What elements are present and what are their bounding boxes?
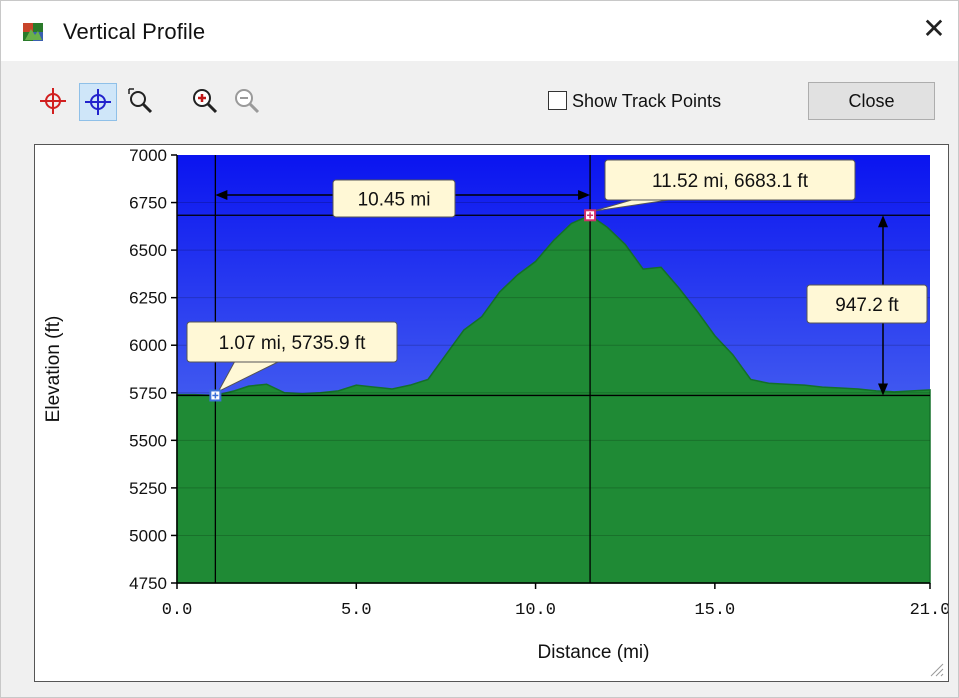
marker-a-callout: 1.07 mi, 5735.9 ft <box>186 321 398 393</box>
zoom-select-icon <box>128 88 153 114</box>
y-tick-label: 6500 <box>129 241 167 260</box>
y-tick-label: 6000 <box>129 336 167 355</box>
window-close-icon[interactable]: ✕ <box>922 13 946 44</box>
marker-b-callout-text: 11.52 mi, 6683.1 ft <box>652 171 809 192</box>
zoom-out-tool-button[interactable] <box>229 83 267 121</box>
elevation-arrowhead-top <box>878 215 888 228</box>
zoom-out-icon <box>235 89 260 114</box>
title-bar: Vertical Profile ✕ <box>1 1 958 61</box>
crosshair-blue-icon <box>85 89 111 115</box>
resize-grip-icon[interactable] <box>926 659 944 677</box>
show-track-points-label: Show Track Points <box>572 91 722 111</box>
y-tick-label: 5750 <box>129 384 167 403</box>
marker-a-callout-text: 1.07 mi, 5735.9 ft <box>219 333 367 354</box>
x-tick-label: 10.0 <box>515 601 556 620</box>
y-tick-label: 6750 <box>129 194 167 213</box>
point-a-tool-button[interactable] <box>35 83 73 121</box>
marker-b-callout: 11.52 mi, 6683.1 ft <box>592 159 856 212</box>
point-b-tool-button[interactable] <box>79 83 117 121</box>
distance-arrowhead-left <box>215 190 228 200</box>
x-tick-label: 15.0 <box>694 601 735 620</box>
crosshair-red-icon <box>40 88 66 114</box>
distance-callout: 10.45 mi <box>332 179 456 218</box>
marker-a-callout-box <box>186 321 398 363</box>
y-tick-label: 4750 <box>129 574 167 593</box>
elevation-diff-callout-box <box>806 284 928 324</box>
terrain-area <box>176 214 931 584</box>
y-axis-label: Elevation (ft) <box>43 316 64 423</box>
checkbox-box[interactable] <box>548 91 567 110</box>
distance-callout-box <box>332 179 456 218</box>
y-tick-label: 7000 <box>129 146 167 165</box>
x-tick-label: 21.0 <box>910 601 948 620</box>
window-title: Vertical Profile <box>63 19 206 44</box>
elevation-diff-callout-text: 947.2 ft <box>835 295 899 316</box>
zoom-select-tool-button[interactable] <box>123 83 161 121</box>
elevation-diff-callout: 947.2 ft <box>806 284 928 324</box>
y-tick-label: 6250 <box>129 289 167 308</box>
x-tick-label: 0.0 <box>162 601 193 620</box>
zoom-in-tool-button[interactable] <box>187 83 225 121</box>
elevation-arrowhead-bottom <box>878 383 888 396</box>
y-tick-label: 5000 <box>129 526 167 545</box>
elevation-chart-panel: 7000 6750 6500 6250 6000 5750 5500 5250 5000 4750… <box>34 144 950 682</box>
zoom-in-icon <box>193 89 218 114</box>
distance-arrowhead-right <box>578 190 591 200</box>
marker-b-callout-box <box>604 159 856 201</box>
y-tick-label: 5500 <box>129 431 167 450</box>
elevation-profile-chart[interactable]: 7000 6750 6500 6250 6000 5750 5500 5250 5000 4750… <box>35 145 950 681</box>
app-map-icon <box>23 23 43 41</box>
x-tick-label: 5.0 <box>341 601 372 620</box>
x-axis-label: Distance (mi) <box>538 642 650 663</box>
close-button[interactable]: Close <box>808 82 935 120</box>
toolbar <box>1 61 958 139</box>
y-tick-label: 5250 <box>129 479 167 498</box>
distance-callout-text: 10.45 mi <box>358 190 431 211</box>
